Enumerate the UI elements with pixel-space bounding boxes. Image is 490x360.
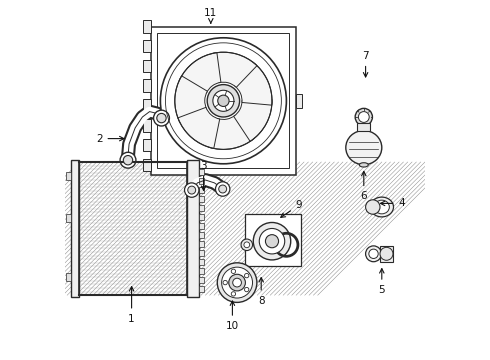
Bar: [72, 160, 79, 297]
Bar: [151, 27, 296, 175]
Circle shape: [231, 292, 236, 296]
Circle shape: [233, 278, 242, 287]
Bar: [143, 80, 151, 92]
Circle shape: [219, 185, 227, 193]
Circle shape: [241, 239, 252, 251]
Circle shape: [213, 90, 234, 111]
Bar: [143, 40, 151, 53]
Text: 6: 6: [361, 171, 367, 201]
Circle shape: [266, 235, 278, 248]
Circle shape: [355, 108, 372, 126]
Bar: [143, 60, 151, 72]
Bar: [143, 159, 151, 171]
Bar: [199, 250, 204, 256]
Bar: [143, 99, 151, 112]
Ellipse shape: [359, 163, 368, 167]
Circle shape: [221, 267, 252, 298]
Circle shape: [160, 38, 286, 164]
Circle shape: [188, 186, 196, 194]
Bar: [357, 123, 370, 131]
Circle shape: [259, 229, 285, 254]
Bar: [66, 273, 72, 281]
Bar: [79, 162, 187, 295]
Bar: [199, 205, 204, 211]
Ellipse shape: [374, 200, 390, 214]
Text: 10: 10: [226, 301, 239, 331]
Bar: [199, 241, 204, 247]
Bar: [296, 94, 302, 108]
Bar: [66, 172, 72, 180]
Bar: [157, 33, 290, 168]
Text: 4: 4: [380, 198, 405, 208]
Wedge shape: [234, 100, 272, 141]
Wedge shape: [179, 53, 221, 93]
Bar: [199, 187, 204, 193]
Circle shape: [223, 280, 227, 285]
Bar: [199, 286, 204, 292]
Text: 3: 3: [200, 161, 207, 190]
Wedge shape: [175, 76, 207, 123]
Circle shape: [358, 112, 369, 122]
Circle shape: [153, 110, 170, 126]
Bar: [199, 232, 204, 238]
Circle shape: [245, 274, 249, 278]
Circle shape: [207, 85, 240, 117]
Bar: [199, 259, 204, 265]
Circle shape: [244, 242, 250, 248]
Text: 1: 1: [128, 287, 135, 324]
Bar: [199, 169, 204, 175]
Wedge shape: [235, 62, 272, 105]
Bar: [245, 214, 301, 266]
Circle shape: [185, 183, 199, 197]
Circle shape: [123, 156, 133, 165]
Circle shape: [216, 182, 230, 196]
Text: 11: 11: [204, 8, 218, 23]
Circle shape: [120, 152, 136, 168]
Circle shape: [218, 95, 229, 107]
Circle shape: [157, 113, 166, 123]
Circle shape: [366, 246, 381, 262]
Bar: [199, 277, 204, 283]
Bar: [143, 20, 151, 33]
Circle shape: [380, 247, 393, 260]
Bar: [380, 246, 392, 262]
Bar: [199, 223, 204, 229]
Text: 7: 7: [362, 51, 369, 77]
Wedge shape: [211, 52, 257, 87]
Ellipse shape: [346, 131, 382, 165]
Bar: [143, 139, 151, 152]
Bar: [199, 178, 204, 184]
Circle shape: [229, 274, 245, 291]
Bar: [143, 119, 151, 132]
Circle shape: [366, 200, 380, 214]
Text: 9: 9: [281, 200, 302, 217]
Bar: [199, 196, 204, 202]
Circle shape: [231, 269, 236, 274]
Circle shape: [245, 287, 249, 292]
Ellipse shape: [370, 197, 393, 217]
Wedge shape: [208, 115, 255, 149]
Circle shape: [253, 222, 291, 260]
Bar: [199, 214, 204, 220]
Bar: [66, 214, 72, 222]
Text: 5: 5: [378, 269, 385, 295]
Bar: [199, 268, 204, 274]
Circle shape: [217, 263, 257, 302]
Text: 2: 2: [96, 134, 124, 144]
Circle shape: [369, 249, 378, 258]
Text: 8: 8: [258, 278, 265, 306]
Bar: [187, 160, 199, 297]
Wedge shape: [178, 107, 220, 148]
